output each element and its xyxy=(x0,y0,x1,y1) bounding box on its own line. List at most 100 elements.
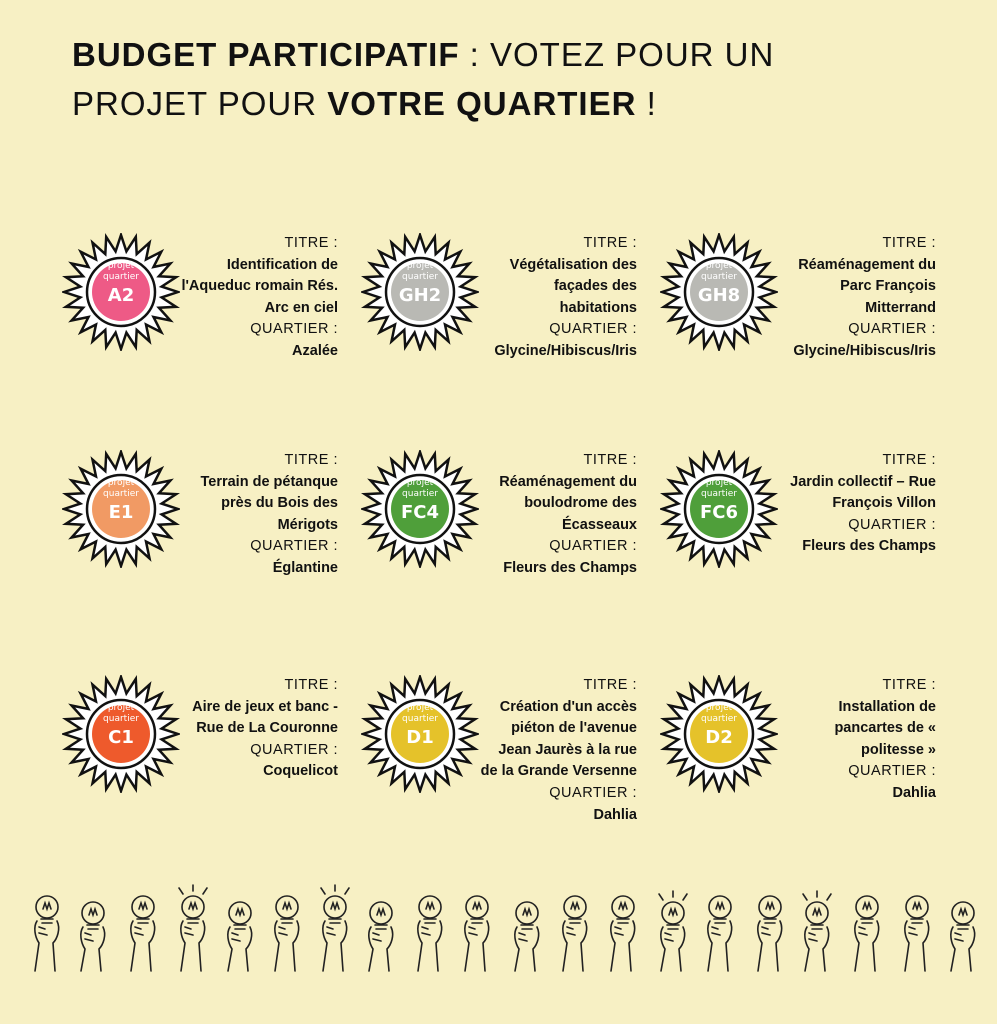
badge-small-text: projet xyxy=(107,703,135,713)
titre-label: TITRE : xyxy=(583,235,637,251)
badge-small-text: projet xyxy=(705,703,733,713)
badge-code: FC6 xyxy=(699,502,739,523)
badge-small-text: projet xyxy=(107,261,135,271)
project-quartier: Glycine/Hibiscus/Iris xyxy=(494,342,637,359)
project-card-FC4: projet quartier FC4 TITRE : Réaménagement … xyxy=(361,450,651,650)
sun-badge-icon xyxy=(660,233,778,351)
project-title: Végétalisation des façades des habitatio… xyxy=(509,256,637,316)
project-title: Jardin collectif – Rue François Villon xyxy=(790,473,936,512)
quartier-label: QUARTIER : xyxy=(250,741,338,758)
project-card-D2: projet quartier D2 TITRE : Installation de… xyxy=(660,675,950,875)
title-part: ! xyxy=(636,85,657,122)
sun-badge-icon xyxy=(62,233,180,351)
project-badge: projet quartier D1 xyxy=(361,675,479,793)
badge-code: D1 xyxy=(406,727,434,748)
titre-label: TITRE : xyxy=(284,452,338,468)
project-quartier: Dahlia xyxy=(892,784,936,801)
badge-code: A2 xyxy=(107,285,135,306)
badge-code: C1 xyxy=(108,727,134,748)
badge-small-text: projet xyxy=(705,478,733,488)
project-info: TITRE : Végétalisation des façades des h… xyxy=(479,233,637,363)
project-badge: projet quartier GH2 xyxy=(361,233,479,351)
titre-label: TITRE : xyxy=(583,452,637,468)
project-quartier: Fleurs des Champs xyxy=(503,559,637,576)
badge-small-text: quartier xyxy=(103,489,139,499)
project-info: TITRE : Réaménagement du boulodrome des … xyxy=(479,450,637,580)
project-quartier: Glycine/Hibiscus/Iris xyxy=(793,342,936,359)
project-title: Réaménagement du Parc François Mitterran… xyxy=(798,256,936,316)
badge-small-text: quartier xyxy=(402,489,438,499)
titre-label: TITRE : xyxy=(882,452,936,468)
project-badge: projet quartier FC6 xyxy=(660,450,778,568)
project-title: Installation de pancartes de « politesse… xyxy=(834,698,936,758)
project-card-D1: projet quartier D1 TITRE : Création d'un a… xyxy=(361,675,651,875)
quartier-label: QUARTIER : xyxy=(848,763,936,780)
quartier-label: QUARTIER : xyxy=(250,321,338,338)
project-title: Création d'un accès piéton de l'avenue J… xyxy=(480,698,637,780)
badge-small-text: projet xyxy=(406,703,434,713)
project-quartier: Coquelicot xyxy=(263,763,338,780)
badge-code: GH8 xyxy=(697,285,741,306)
project-quartier: Azalée xyxy=(292,342,338,359)
project-info: TITRE : Réaménagement du Parc François M… xyxy=(778,233,936,363)
project-badge: projet quartier FC4 xyxy=(361,450,479,568)
badge-small-text: projet xyxy=(406,478,434,488)
title-part: : VOTEZ POUR UN xyxy=(459,36,775,73)
project-title: Réaménagement du boulodrome des Écasseau… xyxy=(499,473,637,533)
badge-code: GH2 xyxy=(398,285,442,306)
title-bold-budget: BUDGET PARTICIPATIF xyxy=(72,36,460,73)
project-info: TITRE : Jardin collectif – Rue François … xyxy=(778,450,936,558)
badge-small-text: projet xyxy=(107,478,135,488)
badge-small-text: quartier xyxy=(103,272,139,282)
sun-badge-icon xyxy=(62,450,180,568)
quartier-label: QUARTIER : xyxy=(549,321,637,338)
sun-badge-icon xyxy=(660,450,778,568)
hands-holding-lightbulbs-icon xyxy=(34,884,976,972)
sun-badge-icon xyxy=(361,450,479,568)
quartier-label: QUARTIER : xyxy=(848,321,936,338)
sun-badge-icon xyxy=(62,675,180,793)
project-info: TITRE : Création d'un accès piéton de l'… xyxy=(479,675,637,826)
titre-label: TITRE : xyxy=(583,677,637,693)
badge-small-text: quartier xyxy=(402,714,438,724)
badge-small-text: projet xyxy=(406,261,434,271)
project-info: TITRE : Terrain de pétanque près du Bois… xyxy=(180,450,338,580)
badge-small-text: quartier xyxy=(701,272,737,282)
badge-small-text: quartier xyxy=(402,272,438,282)
titre-label: TITRE : xyxy=(882,235,936,251)
project-card-GH2: projet quartier GH2 TITRE : Végétalisation… xyxy=(361,233,651,433)
quartier-label: QUARTIER : xyxy=(549,784,637,801)
project-quartier: Dahlia xyxy=(593,806,637,823)
title-part: PROJET POUR xyxy=(72,85,328,122)
badge-small-text: quartier xyxy=(701,714,737,724)
project-title: Terrain de pétanque près du Bois des Mér… xyxy=(200,473,338,533)
project-quartier: Fleurs des Champs xyxy=(802,538,936,555)
badge-code: E1 xyxy=(108,502,134,523)
project-info: TITRE : Identification de l'Aqueduc roma… xyxy=(180,233,338,363)
project-card-FC6: projet quartier FC6 TITRE : Jardin collect… xyxy=(660,450,950,650)
project-card-A2: projet quartier A2 TITRE : Identification … xyxy=(62,233,352,433)
sun-badge-icon xyxy=(361,233,479,351)
quartier-label: QUARTIER : xyxy=(549,538,637,555)
badge-small-text: projet xyxy=(705,261,733,271)
project-badge: projet quartier E1 xyxy=(62,450,180,568)
title-bold-quartier: VOTRE QUARTIER xyxy=(327,85,637,122)
badge-code: FC4 xyxy=(400,502,440,523)
badge-small-text: quartier xyxy=(701,489,737,499)
quartier-label: QUARTIER : xyxy=(848,516,936,533)
project-badge: projet quartier C1 xyxy=(62,675,180,793)
project-badge: projet quartier A2 xyxy=(62,233,180,351)
sun-badge-icon xyxy=(660,675,778,793)
project-card-E1: projet quartier E1 TITRE : Terrain de péta… xyxy=(62,450,352,650)
badge-code: D2 xyxy=(705,727,733,748)
titre-label: TITRE : xyxy=(284,677,338,693)
badge-small-text: quartier xyxy=(103,714,139,724)
project-info: TITRE : Installation de pancartes de « p… xyxy=(778,675,936,805)
project-badge: projet quartier GH8 xyxy=(660,233,778,351)
project-card-C1: projet quartier C1 TITRE : Aire de jeux et… xyxy=(62,675,352,875)
project-card-GH8: projet quartier GH8 TITRE : Réaménagement … xyxy=(660,233,950,433)
project-quartier: Églantine xyxy=(272,559,338,576)
project-info: TITRE : Aire de jeux et banc - Rue de La… xyxy=(180,675,338,783)
page-title: BUDGET PARTICIPATIF : VOTEZ POUR UN PROJ… xyxy=(72,30,952,128)
project-badge: projet quartier D2 xyxy=(660,675,778,793)
